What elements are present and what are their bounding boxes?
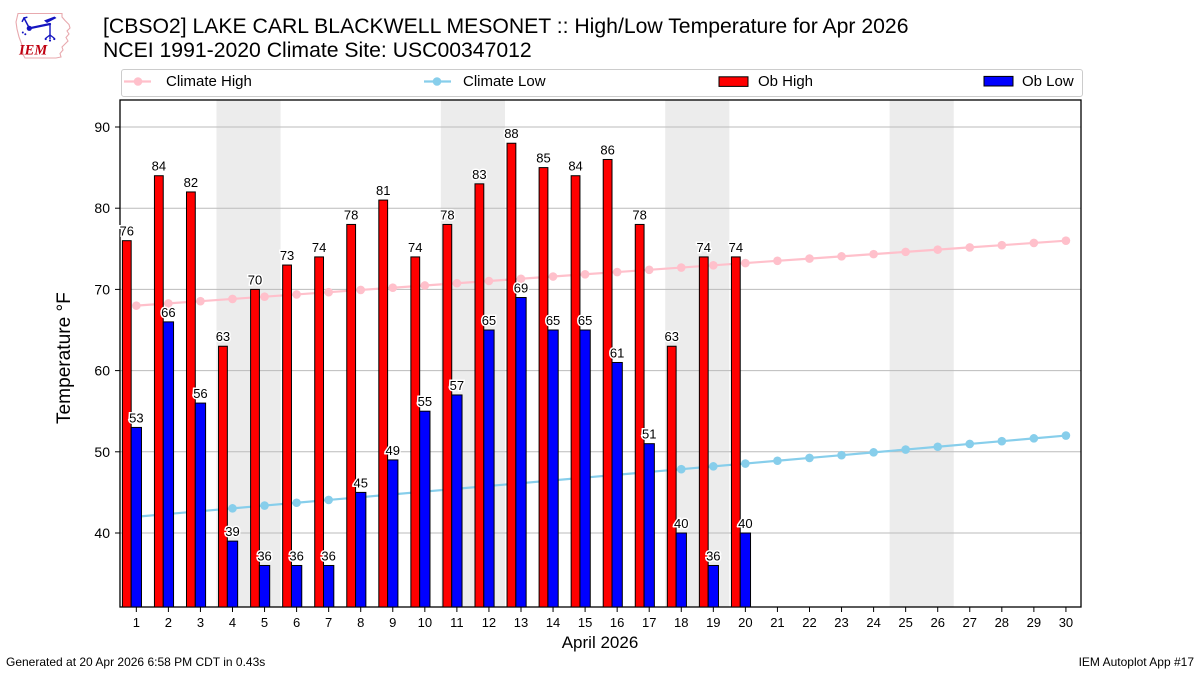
svg-text:36: 36: [289, 548, 303, 563]
svg-text:19: 19: [706, 615, 720, 630]
svg-text:53: 53: [129, 410, 143, 425]
svg-text:3: 3: [197, 615, 204, 630]
svg-text:56: 56: [193, 386, 207, 401]
svg-text:84: 84: [568, 159, 582, 174]
svg-text:74: 74: [697, 240, 711, 255]
svg-text:61: 61: [610, 345, 624, 360]
svg-text:21: 21: [770, 615, 784, 630]
svg-text:45: 45: [353, 475, 367, 490]
svg-text:12: 12: [482, 615, 496, 630]
svg-text:7: 7: [325, 615, 332, 630]
svg-text:78: 78: [344, 207, 358, 222]
svg-text:81: 81: [376, 183, 390, 198]
svg-text:74: 74: [312, 240, 326, 255]
svg-text:27: 27: [963, 615, 977, 630]
svg-text:1: 1: [133, 615, 140, 630]
svg-text:30: 30: [1059, 615, 1073, 630]
svg-text:2: 2: [165, 615, 172, 630]
svg-text:13: 13: [514, 615, 528, 630]
svg-text:29: 29: [1027, 615, 1041, 630]
svg-text:88: 88: [504, 126, 518, 141]
svg-text:63: 63: [664, 329, 678, 344]
svg-text:70: 70: [94, 281, 110, 297]
svg-text:70: 70: [248, 272, 262, 287]
svg-text:66: 66: [161, 305, 175, 320]
svg-text:20: 20: [738, 615, 752, 630]
svg-text:39: 39: [225, 524, 239, 539]
svg-text:50: 50: [94, 444, 110, 460]
svg-text:11: 11: [450, 615, 464, 630]
svg-text:40: 40: [94, 525, 110, 541]
svg-text:51: 51: [642, 427, 656, 442]
svg-text:80: 80: [94, 200, 110, 216]
svg-text:15: 15: [578, 615, 592, 630]
svg-text:74: 74: [408, 240, 422, 255]
svg-text:8: 8: [357, 615, 364, 630]
svg-text:63: 63: [216, 329, 230, 344]
svg-text:76: 76: [120, 224, 134, 239]
svg-text:17: 17: [642, 615, 656, 630]
svg-text:65: 65: [482, 313, 496, 328]
svg-text:49: 49: [386, 443, 400, 458]
svg-text:36: 36: [706, 548, 720, 563]
svg-text:78: 78: [632, 207, 646, 222]
svg-text:23: 23: [834, 615, 848, 630]
svg-text:82: 82: [184, 175, 198, 190]
svg-text:6: 6: [293, 615, 300, 630]
svg-text:10: 10: [418, 615, 432, 630]
svg-text:40: 40: [738, 516, 752, 531]
svg-text:22: 22: [802, 615, 816, 630]
svg-text:55: 55: [418, 394, 432, 409]
svg-text:28: 28: [995, 615, 1009, 630]
svg-text:57: 57: [450, 378, 464, 393]
svg-text:73: 73: [280, 248, 294, 263]
svg-text:60: 60: [94, 363, 110, 379]
svg-text:36: 36: [257, 548, 271, 563]
svg-text:14: 14: [546, 615, 560, 630]
svg-text:5: 5: [261, 615, 268, 630]
svg-text:83: 83: [472, 167, 486, 182]
svg-text:36: 36: [321, 548, 335, 563]
svg-text:69: 69: [514, 281, 528, 296]
svg-text:25: 25: [898, 615, 912, 630]
svg-text:85: 85: [536, 151, 550, 166]
svg-text:90: 90: [94, 119, 110, 135]
svg-text:86: 86: [600, 142, 614, 157]
svg-text:18: 18: [674, 615, 688, 630]
svg-text:26: 26: [930, 615, 944, 630]
svg-text:65: 65: [578, 313, 592, 328]
svg-text:74: 74: [729, 240, 743, 255]
svg-text:24: 24: [866, 615, 880, 630]
svg-text:78: 78: [440, 207, 454, 222]
svg-text:9: 9: [389, 615, 396, 630]
svg-text:65: 65: [546, 313, 560, 328]
svg-text:4: 4: [229, 615, 236, 630]
svg-text:40: 40: [674, 516, 688, 531]
svg-text:84: 84: [152, 159, 166, 174]
svg-text:16: 16: [610, 615, 624, 630]
